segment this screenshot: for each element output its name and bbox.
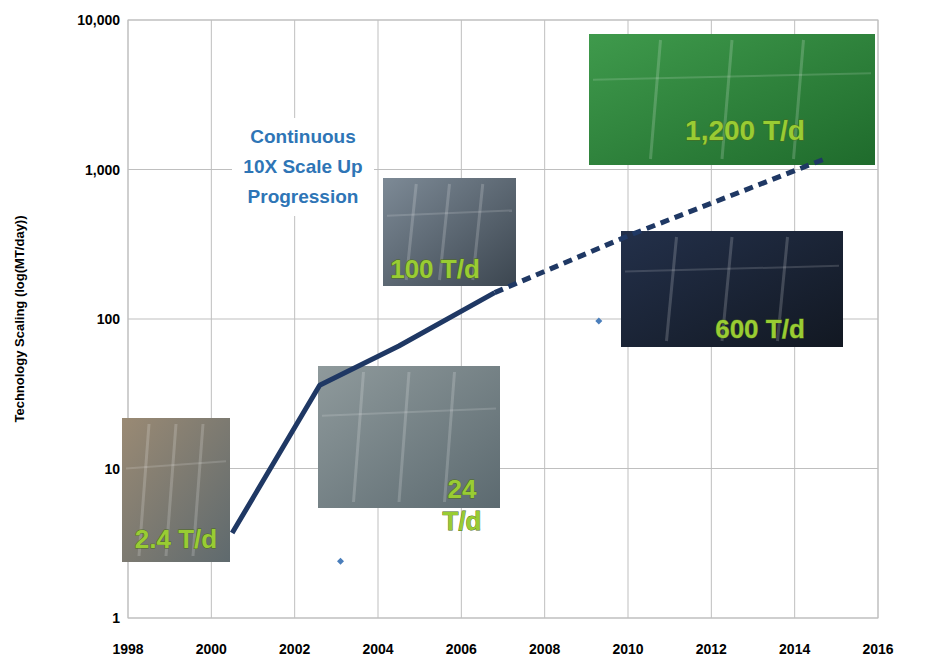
photo-texture bbox=[593, 73, 871, 80]
annotation-line: 600 T/d bbox=[715, 314, 805, 344]
x-tick-label: 2010 bbox=[612, 641, 643, 657]
photo-frame bbox=[589, 34, 875, 165]
grid bbox=[128, 20, 878, 618]
y-tick-label: 1,000 bbox=[85, 162, 120, 178]
photo bbox=[122, 418, 230, 562]
photo-texture bbox=[322, 409, 496, 416]
y-grid-line bbox=[128, 20, 878, 21]
plot-frame bbox=[128, 20, 878, 618]
annotation: 1,200 T/d bbox=[685, 115, 805, 146]
photo bbox=[383, 178, 516, 286]
y-tick-label: 10 bbox=[104, 461, 120, 477]
photo-texture bbox=[126, 461, 226, 468]
annotation-line: T/d bbox=[443, 506, 482, 536]
x-tick-label: 2002 bbox=[279, 641, 310, 657]
x-tick-label: 2016 bbox=[862, 641, 893, 657]
photo-frame bbox=[383, 178, 516, 286]
dashed-line bbox=[495, 158, 828, 293]
y-tick-label: 100 bbox=[97, 311, 121, 327]
photo-frame bbox=[122, 418, 230, 562]
photo-frame bbox=[318, 366, 500, 508]
annotation: Continuous 10X Scale Up Progression bbox=[243, 126, 362, 207]
x-tick-label: 2012 bbox=[696, 641, 727, 657]
y-tick-label: 10,000 bbox=[77, 12, 120, 28]
photo-texture bbox=[387, 210, 512, 215]
annotation: 24T/d bbox=[443, 474, 482, 536]
photo-texture bbox=[667, 237, 677, 341]
x-tick-label: 2008 bbox=[529, 641, 560, 657]
annotation-line: 24 bbox=[448, 474, 477, 504]
photo-texture bbox=[399, 372, 409, 502]
annotation-line: 2.4 T/d bbox=[135, 524, 217, 554]
annotation-line: Progression bbox=[248, 186, 359, 207]
annotation-line: 10X Scale Up bbox=[243, 156, 362, 177]
x-tick-label: 2000 bbox=[196, 641, 227, 657]
chart: 1 10 100 1,000 10,000 1998 2000 2002 2004 2006 200… bbox=[0, 0, 932, 671]
photo bbox=[318, 366, 500, 508]
photo-texture bbox=[651, 40, 661, 159]
photo-frame bbox=[621, 231, 843, 347]
photo-texture bbox=[354, 372, 364, 502]
x-tick-label: 2014 bbox=[779, 641, 810, 657]
photo bbox=[621, 231, 843, 347]
photo bbox=[589, 34, 875, 165]
x-grid-line bbox=[294, 20, 295, 618]
marks bbox=[232, 158, 828, 565]
x-tick-label: 2004 bbox=[362, 641, 393, 657]
annotation: 600 T/d bbox=[715, 314, 805, 344]
annotation: 2.4 T/d bbox=[135, 524, 217, 554]
annotation: 100 T/d bbox=[390, 254, 480, 284]
x-tick-label: 2006 bbox=[446, 641, 477, 657]
point bbox=[337, 558, 344, 565]
caption-background bbox=[232, 118, 374, 216]
y-grid-line bbox=[128, 618, 878, 619]
x-grid-line bbox=[878, 20, 879, 618]
y-grid-line bbox=[128, 468, 878, 469]
photo-texture bbox=[625, 266, 839, 272]
x-tick-label: 1998 bbox=[112, 641, 143, 657]
background bbox=[0, 0, 932, 671]
y-axis-title: Technology Scaling (log(MT/day)) bbox=[12, 215, 27, 422]
y-tick-label: 1 bbox=[112, 610, 120, 626]
line bbox=[232, 293, 495, 533]
point bbox=[595, 317, 602, 324]
annotation-line: Continuous bbox=[250, 126, 356, 147]
x-grid-line bbox=[544, 20, 545, 618]
annotation-line: 100 T/d bbox=[390, 254, 480, 284]
annotation-line: 1,200 T/d bbox=[685, 115, 805, 146]
x-grid-line bbox=[378, 20, 379, 618]
